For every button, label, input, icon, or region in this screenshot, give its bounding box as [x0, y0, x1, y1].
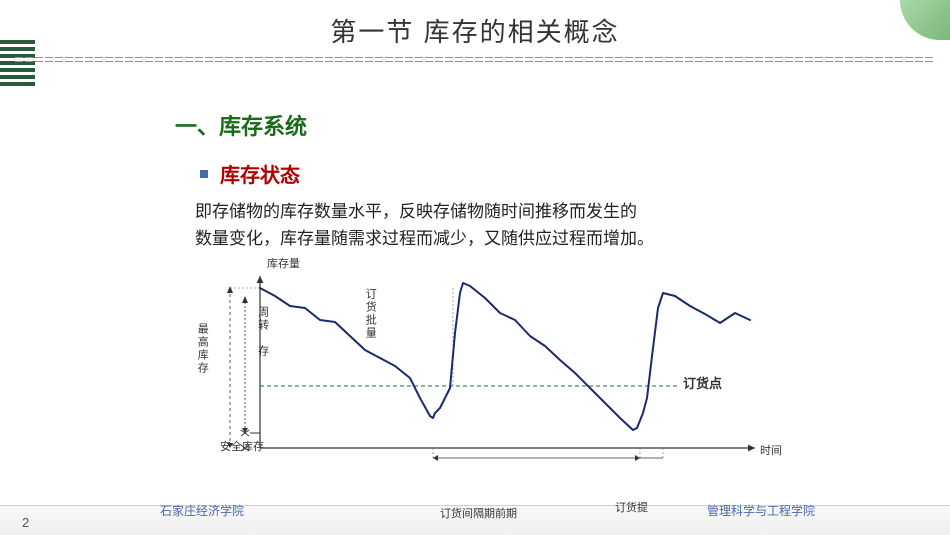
title-underline [15, 57, 935, 59]
label-turnover: 周转 存 [253, 306, 271, 358]
inventory-chart: 库存量 时间 最高库存 周转 存 订货批量 订货点 安全库存 [195, 258, 795, 488]
page-number: 2 [22, 515, 29, 530]
label-max-stock: 最高库存 [195, 323, 208, 375]
x-axis-label: 时间 [760, 445, 782, 458]
title-area: 第一节 库存的相关概念 [0, 0, 950, 59]
subsection-row: 库存状态 [200, 159, 860, 188]
section-heading: 一、库存系统 [175, 109, 860, 141]
body-text-2: 数量变化，库存量随需求过程而减少，又随供应过程而增加。 [195, 225, 860, 252]
label-order-qty: 订货批量 [363, 288, 376, 340]
label-safety-stock: 安全库存 [220, 441, 264, 454]
bullet-icon [200, 170, 208, 178]
decoration-left [0, 40, 35, 95]
body-text-1: 即存储物的库存数量水平，反映存储物随时间推移而发生的 [195, 198, 860, 225]
footer-right: 管理科学与工程学院 [707, 502, 815, 519]
y-axis-label: 库存量 [267, 258, 300, 271]
page-title: 第一节 库存的相关概念 [0, 12, 950, 49]
footer-left: 石家庄经济学院 [160, 502, 244, 519]
footer-label-interval: 订货间隔期前期 [440, 508, 517, 521]
label-reorder-point: 订货点 [683, 376, 722, 392]
content: 一、库存系统 库存状态 即存储物的库存数量水平，反映存储物随时间推移而发生的 数… [0, 59, 950, 488]
footer-label-lead: 订货提 [615, 499, 648, 515]
subsection-title: 库存状态 [220, 159, 300, 188]
